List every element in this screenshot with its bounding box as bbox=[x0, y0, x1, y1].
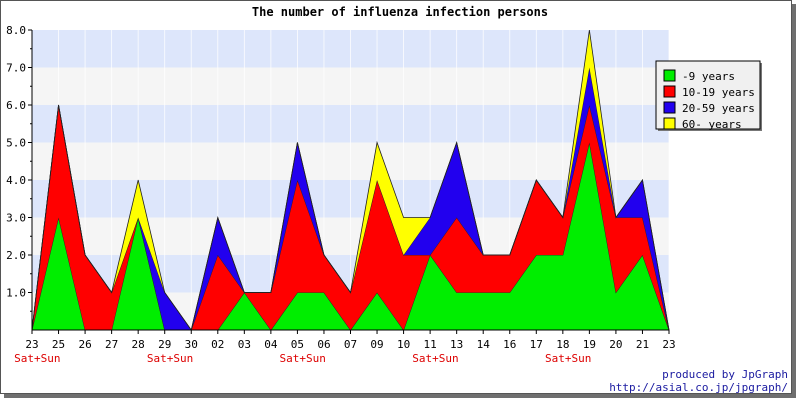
x-tick-label: 17 bbox=[530, 338, 543, 351]
x-tick-label: 23 bbox=[662, 338, 675, 351]
legend-label: -9 years bbox=[682, 70, 735, 83]
weekend-label: Sat+Sun bbox=[14, 352, 60, 365]
x-tick-label: 28 bbox=[132, 338, 145, 351]
x-tick-label: 21 bbox=[636, 338, 649, 351]
x-tick-label: 30 bbox=[185, 338, 198, 351]
series-area-2 bbox=[32, 105, 669, 330]
credit-produced-by: produced by JpGraph bbox=[662, 368, 788, 381]
y-tick-label: 4.0 bbox=[6, 174, 26, 187]
series-area-1 bbox=[32, 142, 669, 330]
y-tick-label: 8.0 bbox=[6, 24, 26, 37]
x-tick-label: 23 bbox=[25, 338, 38, 351]
x-tick-label: 20 bbox=[609, 338, 622, 351]
y-tick-label: 2.0 bbox=[6, 249, 26, 262]
x-tick-label: 07 bbox=[344, 338, 357, 351]
x-tick-label: 10 bbox=[397, 338, 410, 351]
legend-swatch bbox=[663, 117, 676, 130]
x-tick-label: 19 bbox=[583, 338, 596, 351]
legend-swatch bbox=[663, 85, 676, 98]
x-tick-label: 06 bbox=[317, 338, 330, 351]
y-tick-label: 1.0 bbox=[6, 287, 26, 300]
chart-title: The number of influenza infection person… bbox=[252, 5, 548, 19]
legend-swatch bbox=[663, 101, 676, 114]
series-outline-4 bbox=[31, 29, 670, 331]
x-tick-label: 27 bbox=[105, 338, 118, 351]
x-tick-label: 29 bbox=[158, 338, 171, 351]
x-tick-label: 13 bbox=[450, 338, 463, 351]
x-tick-label: 03 bbox=[238, 338, 251, 351]
legend-swatch bbox=[663, 69, 676, 82]
y-tick-label: 6.0 bbox=[6, 99, 26, 112]
x-tick-label: 16 bbox=[503, 338, 516, 351]
y-tick-label: 5.0 bbox=[6, 137, 26, 150]
x-tick-label: 11 bbox=[424, 338, 437, 351]
y-tick-label: 7.0 bbox=[6, 62, 26, 75]
x-tick-label: 05 bbox=[291, 338, 304, 351]
x-tick-label: 02 bbox=[211, 338, 224, 351]
legend-label: 60- years bbox=[682, 118, 742, 131]
weekend-label: Sat+Sun bbox=[147, 352, 193, 365]
credit-url[interactable]: http://asial.co.jp/jpgraph/ bbox=[609, 381, 788, 394]
x-tick-label: 14 bbox=[477, 338, 491, 351]
y-tick-label: 3.0 bbox=[6, 212, 26, 225]
x-tick-label: 09 bbox=[370, 338, 383, 351]
weekend-label: Sat+Sun bbox=[280, 352, 326, 365]
weekend-label: Sat+Sun bbox=[412, 352, 458, 365]
x-tick-label: 25 bbox=[52, 338, 65, 351]
x-tick-label: 04 bbox=[264, 338, 278, 351]
legend-label: 20-59 years bbox=[682, 102, 755, 115]
legend-label: 10-19 years bbox=[682, 86, 755, 99]
weekend-label: Sat+Sun bbox=[545, 352, 591, 365]
x-tick-label: 18 bbox=[556, 338, 569, 351]
x-tick-label: 26 bbox=[78, 338, 91, 351]
